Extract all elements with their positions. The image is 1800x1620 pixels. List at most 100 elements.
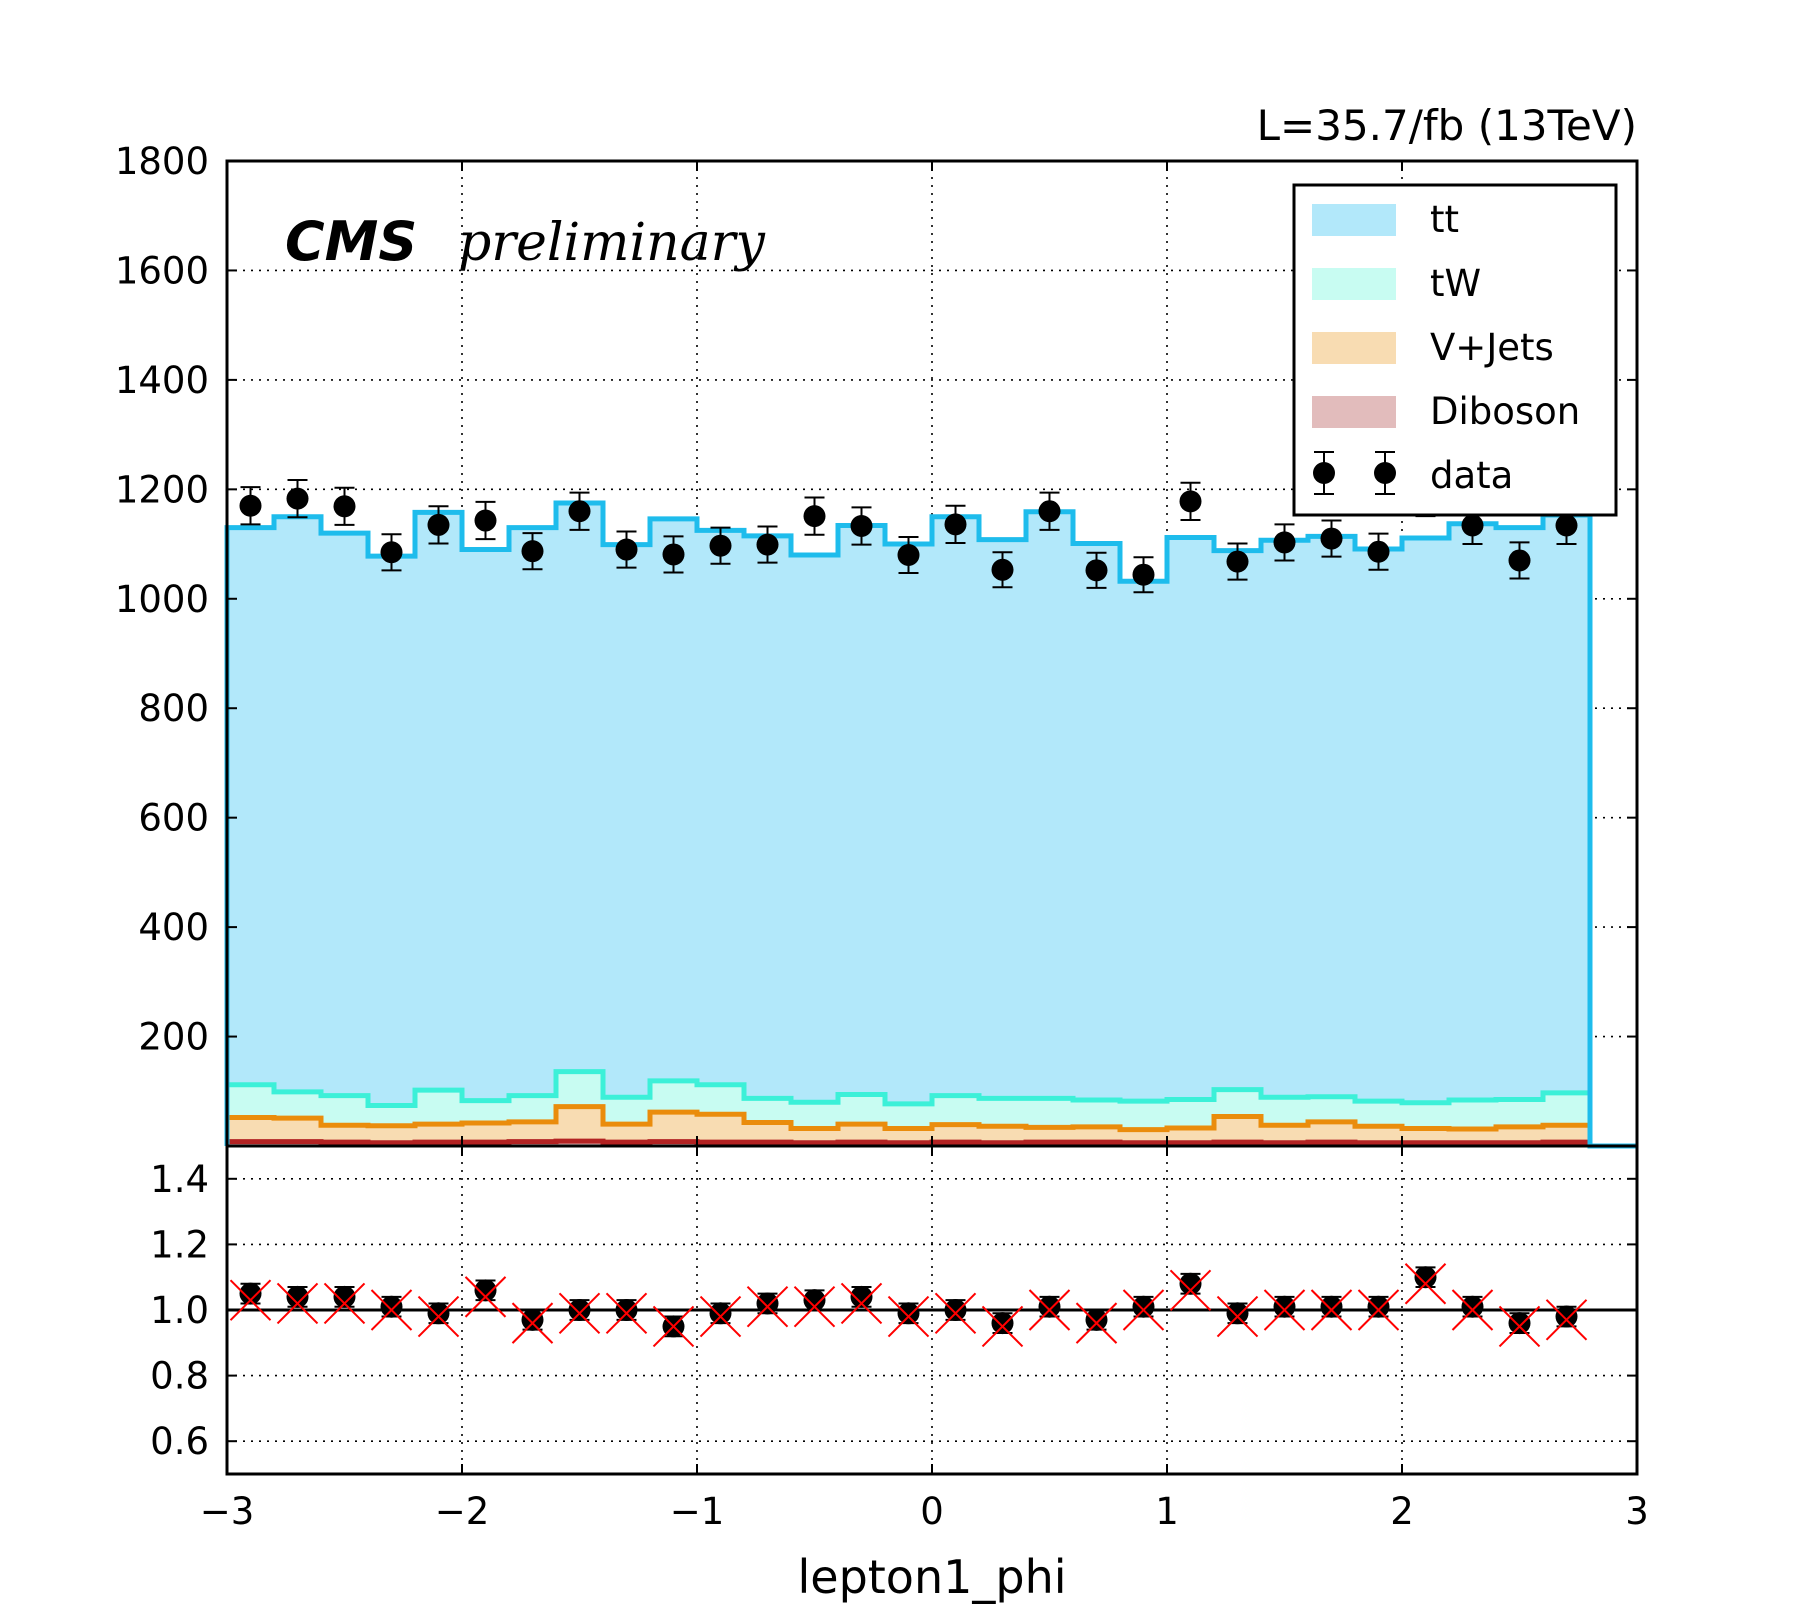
main-y-tick-label: 1400 <box>115 359 209 402</box>
ratio-cross-marker <box>323 1282 366 1325</box>
ratio-cross-marker <box>746 1286 789 1328</box>
ratio-cross-marker <box>1075 1302 1118 1344</box>
ratio-point <box>1085 1308 1108 1331</box>
data-point <box>239 486 262 526</box>
legend-label-data: data <box>1430 454 1513 497</box>
data-point <box>709 526 732 565</box>
ratio-cross-marker <box>699 1295 742 1338</box>
data-point <box>1367 532 1390 571</box>
luminosity-label: L=35.7/fb (13TeV) <box>1257 101 1637 150</box>
stack-fill-tt <box>227 503 1637 1146</box>
stacked-histograms <box>224 500 1637 1149</box>
ratio-cross-marker <box>1028 1289 1071 1331</box>
data-point <box>333 486 356 526</box>
data-point <box>1508 541 1531 580</box>
ratio-cross-marker <box>934 1292 977 1334</box>
ratio-cross-marker <box>605 1292 648 1334</box>
ratio-point <box>427 1302 450 1325</box>
data-point <box>286 479 309 519</box>
ratio-point <box>1461 1295 1484 1318</box>
legend-swatch-tt <box>1312 204 1396 236</box>
ratio-cross-marker <box>511 1302 554 1344</box>
data-point <box>803 496 826 536</box>
ratio-point <box>1132 1295 1155 1318</box>
ratio-y-tick-label: 0.8 <box>150 1355 209 1398</box>
ratio-point <box>897 1302 920 1325</box>
data-point <box>850 506 873 546</box>
ratio-point <box>286 1285 309 1308</box>
legend-label-tt: tt <box>1430 198 1459 241</box>
x-tick-label: −3 <box>200 1490 255 1533</box>
data-point <box>1132 556 1155 594</box>
x-tick-label: 3 <box>1625 1490 1649 1533</box>
data-point <box>568 491 591 531</box>
legend-swatch-diboson <box>1312 396 1396 428</box>
ratio-point <box>521 1308 544 1331</box>
ratio-cross-marker <box>1404 1263 1447 1305</box>
ratio-cross-marker <box>840 1282 883 1325</box>
legend-label-vjets: V+Jets <box>1430 326 1554 369</box>
stack-outline-tw <box>224 1069 1637 1149</box>
ratio-point <box>1226 1302 1249 1325</box>
ratio-cross-marker <box>1545 1299 1588 1341</box>
ratio-cross-marker <box>464 1276 507 1318</box>
ratio-y-tick-label: 0.6 <box>150 1420 209 1463</box>
data-point <box>1179 481 1202 521</box>
data-point <box>615 530 638 569</box>
main-y-tick-label: 400 <box>138 906 209 949</box>
ratio-cross-marker <box>887 1295 930 1338</box>
ratio-cross-marker <box>1498 1305 1541 1348</box>
stack-outline-diboson <box>224 1138 1637 1149</box>
ratio-cross-marker <box>1122 1289 1165 1331</box>
stack-outline-tt <box>224 500 1637 1149</box>
main-y-tick-label: 1000 <box>115 578 209 621</box>
data-point <box>1226 542 1249 581</box>
x-axis-label: lepton1_phi <box>797 1550 1066 1604</box>
ratio-cross-marker <box>370 1289 413 1331</box>
legend-swatch-vjets <box>1312 332 1396 364</box>
legend-marker-data <box>1313 451 1396 495</box>
ratio-point <box>756 1292 779 1315</box>
ratio-cross-marker <box>276 1282 319 1325</box>
ratio-cross-marker <box>558 1292 601 1334</box>
main-y-tick-label: 1800 <box>115 140 209 183</box>
ratio-axis-ticks: −3 −2 −1 0 1 2 3 0.6 0.8 1.0 1.2 1.4 <box>150 1146 1649 1533</box>
data-point <box>380 533 403 572</box>
ratio-point <box>1367 1295 1390 1318</box>
ratio-points <box>229 1263 1588 1348</box>
main-y-tick-label: 600 <box>138 797 209 840</box>
data-point <box>897 535 920 575</box>
legend-swatch-tw <box>1312 268 1396 300</box>
ratio-cross-marker <box>1310 1289 1353 1331</box>
data-point <box>662 535 685 574</box>
ratio-point <box>380 1295 403 1318</box>
ratio-point <box>1179 1272 1202 1295</box>
data-point <box>474 500 497 541</box>
main-y-tick-label: 1200 <box>115 468 209 511</box>
cms-sublabel: preliminary <box>458 213 765 273</box>
main-y-tick-label: 800 <box>138 687 209 730</box>
ratio-y-tick-label: 1.4 <box>150 1158 209 1201</box>
ratio-cross-marker <box>652 1305 695 1348</box>
ratio-cross-marker <box>1216 1295 1259 1338</box>
ratio-cross-marker <box>1169 1269 1212 1312</box>
data-points <box>239 477 1578 594</box>
main-y-tick-label: 1600 <box>115 249 209 292</box>
main-y-tick-label: 200 <box>138 1016 209 1059</box>
data-point <box>1273 523 1296 562</box>
data-point <box>1320 519 1343 558</box>
data-point <box>756 525 779 564</box>
ratio-point <box>1038 1295 1061 1318</box>
ratio-cross-marker <box>1451 1289 1494 1331</box>
ratio-y-tick-label: 1.0 <box>150 1289 209 1332</box>
ratio-point <box>709 1302 732 1325</box>
ratio-cross-marker <box>981 1305 1024 1348</box>
ratio-cross-marker <box>1263 1289 1306 1331</box>
x-tick-label: 2 <box>1390 1490 1414 1533</box>
ratio-point <box>944 1299 967 1321</box>
ratio-point <box>1508 1312 1531 1335</box>
ratio-point <box>1414 1266 1437 1289</box>
ratio-point <box>1320 1295 1343 1318</box>
ratio-y-tick-label: 1.2 <box>150 1223 209 1266</box>
